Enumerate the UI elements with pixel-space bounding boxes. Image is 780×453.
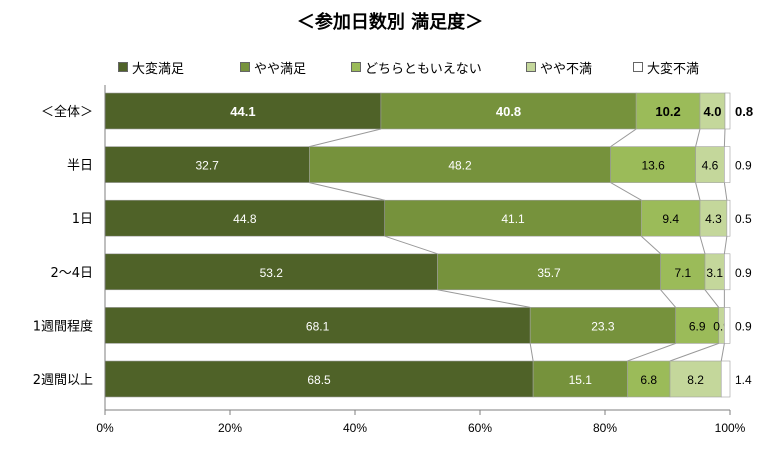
legend-label: やや満足 — [254, 62, 307, 77]
connector-line — [699, 236, 706, 254]
data-label: 0.5 — [735, 212, 752, 226]
connector-line — [610, 128, 637, 148]
data-label: 23.3 — [591, 319, 615, 333]
connector-line — [627, 342, 676, 362]
legend-swatch — [633, 62, 643, 72]
data-label: 53.2 — [260, 266, 284, 280]
connector-line — [695, 182, 701, 201]
data-label: 0.9 — [735, 319, 752, 333]
bar-segment — [437, 253, 661, 291]
data-label: 15.1 — [569, 373, 593, 387]
data-label: 6.8 — [640, 373, 657, 387]
x-tick-label: 0% — [96, 421, 114, 435]
bar-segment — [699, 199, 728, 237]
connector-line — [529, 343, 534, 362]
connector-line — [641, 235, 661, 255]
bar-segment — [384, 199, 642, 237]
data-label: 0.9 — [735, 266, 752, 280]
data-label: 32.7 — [196, 159, 220, 173]
data-label: 3.1 — [706, 266, 723, 280]
data-label: 68.1 — [306, 319, 330, 333]
bar-segment — [724, 253, 731, 291]
connector-line — [660, 289, 677, 308]
bar-segment — [532, 360, 628, 398]
bar-segment — [724, 307, 731, 344]
data-label: 9.4 — [662, 212, 679, 226]
chart-title: ＜参加日数別 満足度＞ — [296, 12, 484, 33]
data-label: 0.8 — [735, 104, 753, 119]
bar-segment — [104, 307, 531, 344]
data-label: 40.8 — [496, 104, 521, 119]
legend-item: やや満足 — [240, 58, 306, 77]
bar-segment — [641, 199, 701, 237]
connector-line — [723, 236, 728, 254]
bar-segment — [724, 92, 731, 130]
connector-line — [720, 343, 725, 362]
data-label: 41.1 — [501, 212, 525, 226]
category-label: 半日 — [67, 159, 93, 174]
data-label: 6.9 — [689, 319, 706, 333]
category-label: 2～4日 — [50, 266, 93, 281]
data-label: 68.5 — [307, 373, 331, 387]
bar-segment — [724, 146, 731, 183]
legend-label: 大変満足 — [132, 62, 185, 77]
bar-segment — [726, 199, 731, 237]
data-label: 4.3 — [705, 212, 722, 226]
bar-segment — [720, 360, 731, 398]
data-label: 7.1 — [674, 266, 691, 280]
data-label: 44.8 — [233, 212, 257, 226]
data-label: 4.6 — [702, 159, 719, 173]
data-label: 0.9 — [735, 159, 752, 173]
x-tick-label: 60% — [468, 421, 492, 435]
connector-line — [669, 342, 719, 362]
data-label: 1.4 — [735, 373, 752, 387]
connector-line — [695, 128, 701, 147]
bar-segment — [380, 92, 637, 130]
bar-segment — [104, 253, 438, 291]
category-label: 2週間以上 — [33, 373, 93, 388]
data-label: 44.1 — [230, 104, 255, 119]
data-label: 13.6 — [641, 159, 665, 173]
data-label: 10.2 — [655, 104, 680, 119]
x-tick-label: 80% — [593, 421, 617, 435]
legend-item: 大変不満 — [633, 58, 699, 77]
data-label: 8.2 — [687, 373, 704, 387]
data-label: 35.7 — [537, 266, 561, 280]
connector-line — [723, 182, 728, 201]
connector-line — [309, 182, 385, 201]
x-tick-label: 20% — [218, 421, 242, 435]
bar-segment — [309, 146, 611, 183]
data-label: 48.2 — [448, 159, 472, 173]
category-label: 1日 — [72, 212, 93, 227]
legend-label: 大変不満 — [647, 62, 700, 77]
category-label: ＜全体＞ — [41, 104, 93, 120]
legend-label: どちらともいえない — [365, 62, 482, 77]
legend-item: 大変満足 — [118, 58, 184, 77]
legend-swatch — [240, 62, 250, 72]
connector-line — [437, 289, 531, 308]
legend-item: どちらともいえない — [351, 58, 482, 77]
x-tick-label: 100% — [715, 421, 746, 435]
bar-segment — [610, 146, 696, 183]
legend-swatch — [526, 62, 536, 72]
connector-line — [610, 182, 642, 201]
legend-item: やや不満 — [526, 58, 592, 77]
legend-label: やや不満 — [540, 62, 593, 77]
legend-swatch — [118, 62, 128, 72]
bar-segment — [529, 307, 676, 344]
x-tick-label: 40% — [343, 421, 367, 435]
connector-line — [723, 128, 726, 147]
bar-segment — [660, 253, 706, 291]
connector-line — [309, 128, 382, 148]
connector-line — [704, 289, 720, 308]
legend-swatch — [351, 62, 361, 72]
bar-segment — [675, 307, 720, 344]
bar-segment — [627, 360, 671, 398]
data-label: 4.0 — [703, 104, 721, 119]
category-label: 1週間程度 — [33, 318, 93, 334]
connector-line — [384, 235, 438, 255]
bar-segment — [104, 360, 534, 398]
